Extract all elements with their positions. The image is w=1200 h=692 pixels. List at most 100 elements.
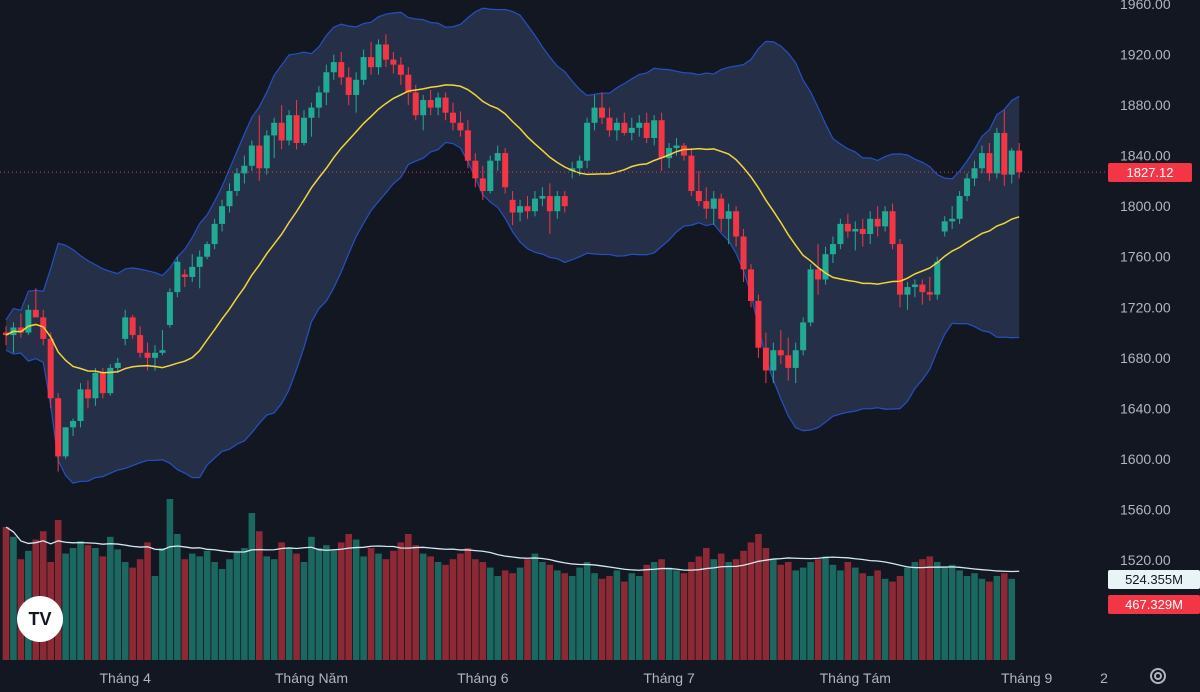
candle-body [181,274,188,277]
price-tick-label: 1600.00 [1120,451,1171,467]
candle-body [233,173,240,192]
volume-bar [829,564,837,660]
gear-icon[interactable] [1148,666,1168,686]
volume-bar [114,549,122,660]
candle-body [442,97,449,113]
candle-body [718,198,725,219]
price-tick-label: 1960.00 [1120,0,1171,12]
volume-ma-line [5,526,1020,573]
volume-bar [635,576,643,660]
volume-bar [285,548,293,660]
volume-bar [323,545,330,660]
candle-body [226,191,233,207]
candle-body [405,74,412,93]
candle-body [77,389,84,421]
candle-body [301,117,307,143]
volume-bar [494,576,501,660]
volume-bar [524,559,531,660]
candle-body [129,317,136,336]
candle-body [956,196,963,219]
candle-body [874,218,881,227]
volume-bar [844,562,852,660]
volume-bar [762,548,770,660]
candle-body [323,72,330,93]
volume-bar [598,578,606,660]
volume-bar [345,534,352,660]
candle-body [725,211,732,219]
volume-bar [658,559,665,660]
volume-bar [293,553,300,660]
candle-body [762,347,769,371]
candle-body [889,211,896,245]
candle-body [330,62,337,73]
candle-body [844,223,851,232]
bollinger-fill [6,8,1020,484]
volume-bar [531,553,539,660]
volume-bar [576,567,583,660]
candle-body [837,223,844,245]
volume-bar [360,556,367,660]
candle-body [1001,132,1008,175]
volume-bar [621,581,628,660]
volume-bar [546,564,554,660]
volume-bar [256,531,263,660]
candle-body [740,236,747,270]
volume-bar [1001,573,1008,660]
price-tick-label: 1560.00 [1120,501,1171,517]
candle-body [122,317,129,339]
volume-bar [650,562,658,660]
volume-bar [919,559,926,660]
volume-bar [1008,578,1016,660]
volume-bar [330,550,338,660]
candle-body [576,160,583,169]
candle-body [882,211,889,227]
volume-bar [978,578,986,660]
volume-bar [464,548,472,660]
volume-bar [606,576,613,660]
candle-body [435,97,442,108]
volume-bar [509,573,516,660]
volume-bar [248,513,256,660]
volume-bar [144,542,151,660]
volume-bar [688,562,695,660]
volume-bar [822,556,829,660]
candle-body [308,107,315,118]
volume-bar [405,534,412,660]
volume-bar [367,548,375,660]
time-tick-label: Tháng 4 [100,670,152,686]
price-tick-label: 1640.00 [1120,400,1171,416]
volume-bar [479,562,487,660]
volume-bar [434,562,442,660]
candle-body [137,335,144,353]
candle-body [375,44,382,68]
volume-bar [10,536,17,660]
volume-bar [852,567,859,660]
candle-body [561,196,568,207]
volume-bar [963,576,971,660]
candle-body [934,261,941,295]
candle-body [159,350,166,353]
time-tick-label: Tháng Tám [820,670,891,686]
candle-body [114,362,121,368]
candle-body [62,427,69,457]
volume-bar [896,576,904,660]
candle-body [591,107,598,123]
candle-body [92,372,99,399]
candle-body [911,284,918,288]
candle-body [390,59,397,65]
candle-body [919,284,926,293]
volume-bar [129,567,136,660]
price-tick-label: 1920.00 [1120,47,1171,63]
volume-bar [457,553,464,660]
candle-body [1016,150,1023,173]
candle-body [517,206,524,213]
tradingview-logo[interactable]: TV [17,596,63,642]
volume-bar [874,570,881,660]
candle-body [457,122,464,131]
candle-body [755,300,762,348]
volume-bar [881,578,889,660]
price-tick-label: 1880.00 [1120,97,1171,113]
volume-bar [941,567,948,660]
volume-bar [554,570,561,660]
